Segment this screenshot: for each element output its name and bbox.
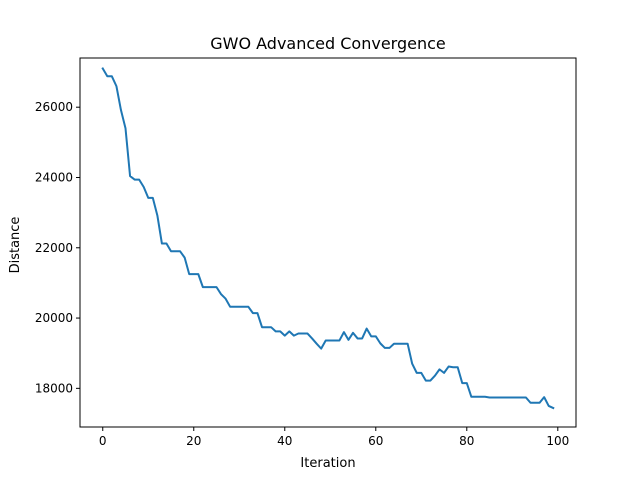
x-axis-label: Iteration (300, 456, 355, 471)
y-tick-label: 26000 (35, 100, 73, 114)
chart-title: GWO Advanced Convergence (210, 34, 446, 53)
series-line-0 (101, 67, 555, 410)
y-tick-label: 24000 (35, 170, 73, 184)
x-tick-label: 40 (277, 434, 292, 448)
plot-area (80, 58, 576, 427)
y-tick-label: 22000 (35, 241, 73, 255)
y-axis-label: Distance (8, 217, 23, 274)
x-tick-label: 100 (546, 434, 569, 448)
y-tick-label: 20000 (35, 311, 73, 325)
axes-frame (79, 57, 577, 428)
y-tick-label: 18000 (35, 381, 73, 395)
x-tick-label: 0 (99, 434, 107, 448)
series-layer (101, 67, 555, 410)
x-tick-label: 80 (459, 434, 474, 448)
axes: 0 20 40 60 80 100 18000 20000 22000 24000 26000 (35, 57, 577, 448)
plot-background (80, 58, 576, 427)
x-tick-label: 20 (186, 434, 201, 448)
x-tick-label: 60 (368, 434, 383, 448)
